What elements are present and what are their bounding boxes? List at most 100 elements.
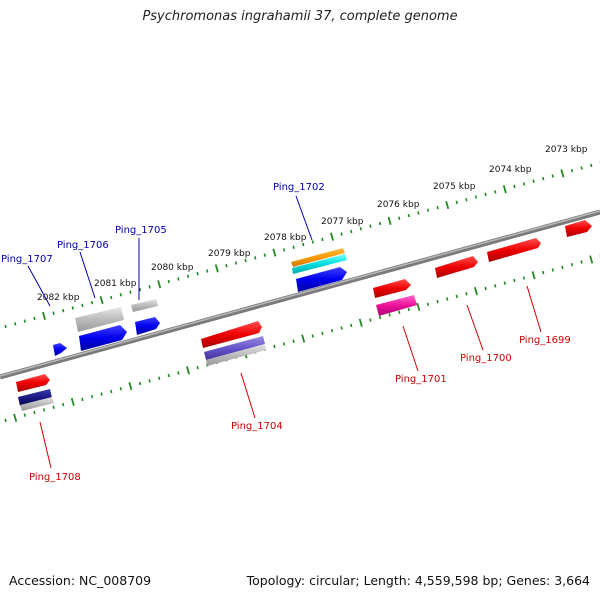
scale-tick-minor [282, 248, 286, 252]
scale-tick-major [128, 382, 133, 391]
scale-tick-minor [455, 294, 458, 299]
gene-ping-1705-gray[interactable] [131, 299, 158, 312]
scale-tick-minor [369, 224, 372, 228]
scale-tick-minor [522, 182, 526, 186]
gene-ping-1700[interactable] [435, 256, 478, 278]
scale-tick-minor [52, 311, 55, 315]
gene-ping-1704-gray[interactable] [206, 344, 266, 366]
scale-tick-minor [580, 260, 583, 264]
kbp-label-2079: 2079 kbp [208, 249, 251, 259]
scale-tick-minor [542, 270, 545, 275]
label-leaders [27, 195, 542, 469]
gene-ping-1701-pink[interactable] [376, 295, 417, 316]
gene-ping-1708[interactable] [16, 374, 50, 392]
scale-tick-major [301, 334, 306, 343]
scale-tick-minor [254, 256, 257, 260]
label-ping-1699: Ping_1699 [519, 335, 571, 346]
gene-ping-1705[interactable] [135, 317, 160, 335]
scale-tick-minor [330, 328, 334, 333]
scale-tick-major [589, 255, 594, 264]
scale-tick-minor [273, 344, 276, 349]
scale-tick-minor [455, 200, 458, 205]
scale-tick-minor [167, 279, 170, 284]
scale-tick-minor [14, 322, 17, 326]
scale-tick-minor [23, 319, 26, 323]
scale-tick-major [186, 366, 190, 375]
scale-tick-minor [369, 318, 372, 322]
scale-tick-minor [52, 405, 55, 409]
scale-tick-major [502, 185, 507, 194]
scale-tick-minor [42, 408, 46, 412]
scale-tick-minor [398, 216, 401, 220]
scale-tick-minor [484, 192, 487, 197]
genome-summary-text: Topology: circular; Length: 4,559,598 bp… [246, 573, 590, 588]
scale-tick-minor [33, 316, 36, 321]
scale-tick-major [272, 248, 277, 257]
scale-tick-major [445, 200, 450, 210]
gene-ping-1699-top[interactable] [487, 238, 541, 262]
kbp-label-2075: 2075 kbp [433, 182, 476, 192]
scale-tick-minor [350, 229, 353, 234]
scale-tick-minor [110, 295, 113, 300]
scale-tick-minor [177, 371, 180, 375]
label-ping-1702: Ping_1702 [273, 182, 325, 193]
scale-tick-minor [465, 198, 468, 202]
scale-tick-minor [186, 274, 190, 279]
scale-tick-minor [494, 284, 497, 288]
scale-tick-minor [407, 213, 410, 218]
genome-title: Psychromonas ingrahamii 37, complete gen… [142, 9, 458, 24]
scale-tick-minor [110, 389, 113, 394]
gene-ping-1708-navy[interactable] [18, 389, 52, 406]
gene-ping-1706-gray[interactable] [75, 307, 124, 332]
scale-tick-minor [436, 205, 439, 210]
scale-tick-minor [4, 418, 7, 423]
scale-tick-minor [551, 174, 554, 178]
gene-ping-1704[interactable] [201, 321, 262, 348]
gene-ping-1702[interactable] [296, 267, 347, 292]
kbp-label-2076: 2076 kbp [377, 200, 420, 210]
scale-tick-minor [494, 190, 497, 194]
top-strand-features [53, 238, 541, 356]
scale-tick-minor [138, 381, 142, 386]
scale-tick-minor [570, 168, 574, 173]
gene-ping-1708-gray[interactable] [20, 397, 54, 411]
leader-ping-1701 [402, 325, 419, 372]
gene-ping-1701[interactable] [373, 279, 411, 298]
scale-tick-minor [417, 211, 420, 215]
scale-tick-minor [522, 276, 526, 280]
scale-tick-major [214, 264, 219, 273]
scale-tick-minor [71, 306, 74, 310]
gene-ping-1702-orange[interactable] [291, 248, 345, 267]
scale-tick-minor [321, 237, 324, 242]
gene-ping-1702-cyan[interactable] [292, 254, 347, 274]
scale-tick-minor [292, 245, 295, 249]
scale-tick-minor [484, 286, 487, 291]
scale-tick-minor [321, 331, 324, 336]
kbp-label-2080: 2080 kbp [151, 263, 194, 273]
scale-tick-minor [465, 292, 468, 296]
gene-ping-1704-purple[interactable] [204, 336, 265, 360]
label-ping-1706: Ping_1706 [57, 240, 109, 251]
upper-scale-track [4, 161, 600, 329]
scale-tick-minor [206, 269, 209, 273]
scale-tick-minor [33, 410, 36, 415]
scale-tick-minor [292, 339, 295, 343]
scale-tick-minor [167, 373, 170, 378]
scale-tick-minor [474, 195, 478, 199]
scale-tick-minor [446, 297, 449, 301]
leader-ping-1702 [295, 195, 313, 241]
scale-tick-minor [340, 326, 343, 330]
scale-tick-minor [263, 253, 266, 257]
scale-tick-minor [119, 293, 122, 297]
scale-tick-minor [196, 271, 199, 276]
gene-ping-1706[interactable] [79, 325, 127, 351]
label-ping-1700: Ping_1700 [460, 353, 512, 364]
scale-tick-minor [62, 308, 65, 313]
genome-backbone [0, 209, 600, 380]
scale-tick-minor [561, 265, 564, 270]
gene-ping-1698-edge[interactable] [565, 220, 592, 237]
leader-ping-1707 [27, 265, 51, 307]
gene-ping-1707[interactable] [53, 343, 67, 356]
bottom-strand-features [16, 220, 592, 411]
